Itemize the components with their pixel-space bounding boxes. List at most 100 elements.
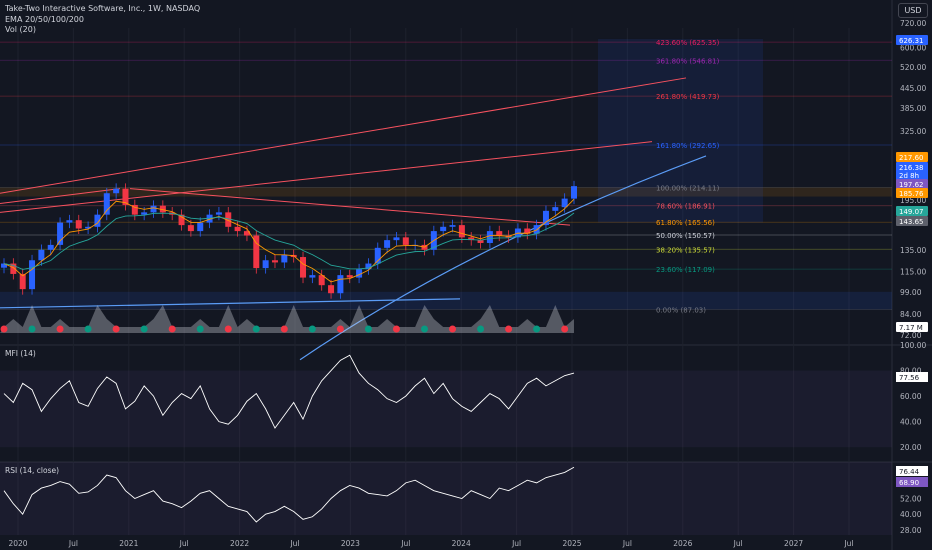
y-tick-label: 385.00 [900, 104, 926, 113]
earnings-marker [140, 325, 148, 333]
x-tick-label: Jul [400, 539, 410, 548]
candle [187, 225, 194, 232]
earnings-marker [0, 325, 8, 333]
y-tick-label: 115.00 [900, 268, 926, 277]
candle [477, 240, 484, 243]
ema-legend[interactable]: EMA 20/50/100/200 [5, 15, 84, 24]
trendline-down [129, 188, 571, 226]
candle [449, 225, 456, 227]
price-label-bg [896, 170, 928, 180]
candle [215, 212, 222, 215]
candle [337, 275, 344, 294]
candle [38, 249, 45, 261]
y-tick-label: 20.00 [900, 443, 922, 452]
earnings-marker [84, 325, 92, 333]
rsi-ma-bg [896, 477, 928, 487]
y-tick-label: 445.00 [900, 84, 926, 93]
y-tick-label: 135.00 [900, 246, 926, 255]
x-tick-label: 2023 [341, 539, 360, 548]
x-tick-label: 2024 [452, 539, 471, 548]
candles [1, 180, 577, 299]
earnings-marker [196, 325, 204, 333]
candle [29, 260, 36, 290]
ema20-line [3, 198, 575, 283]
earnings-marker [561, 325, 569, 333]
earnings-marker [280, 325, 288, 333]
candle [19, 273, 26, 290]
y-tick-label: 60.00 [900, 392, 922, 401]
earnings-marker [252, 325, 260, 333]
earnings-marker [28, 325, 36, 333]
y-tick-label: 195.00 [900, 196, 926, 205]
candle [542, 210, 549, 226]
fib-label: 61.80% (165.56) [656, 219, 715, 227]
candle [113, 188, 120, 194]
earnings-marker [364, 325, 372, 333]
x-tick-label: Jul [733, 539, 743, 548]
candle [309, 275, 316, 278]
candle [458, 225, 465, 238]
price-label: 143.65 [899, 218, 924, 226]
currency-button[interactable]: USD [898, 3, 928, 18]
candle [57, 222, 64, 245]
x-tick-label: 2025 [562, 539, 581, 548]
candle [346, 275, 353, 278]
candle [524, 228, 531, 234]
price-label-bg [896, 152, 928, 162]
candle [66, 220, 73, 223]
x-tick-label: Jul [843, 539, 853, 548]
earnings-marker [112, 325, 120, 333]
earnings-marker [336, 325, 344, 333]
rsi-band [0, 462, 892, 535]
mfi-value: 77.56 [899, 374, 920, 382]
candle [365, 263, 372, 270]
mfi-legend: MFI (14) [5, 349, 36, 358]
candle [486, 231, 493, 243]
price-label: 216.38 [899, 164, 924, 172]
fib-label: 100.00% (214.11) [656, 184, 720, 192]
price-label: 185.76 [899, 190, 924, 198]
chart-title: Take-Two Interactive Software, Inc., 1W,… [5, 4, 201, 13]
x-tick-label: 2026 [673, 539, 692, 548]
x-tick-label: Jul [511, 539, 521, 548]
candle [552, 207, 559, 211]
y-tick-label: 40.00 [900, 418, 922, 427]
candle [150, 205, 157, 213]
candle [328, 285, 335, 294]
rsi-value: 76.44 [899, 468, 920, 476]
y-tick-label: 80.00 [900, 367, 922, 376]
earnings-marker [392, 325, 400, 333]
price-label-bg [896, 206, 928, 216]
earnings-marker [224, 325, 232, 333]
candle [225, 212, 232, 227]
candle [85, 226, 92, 229]
candle [300, 257, 307, 278]
x-tick-label: Jul [289, 539, 299, 548]
candle [94, 214, 101, 227]
target-zone [598, 38, 763, 223]
candle [243, 231, 250, 236]
candle [10, 263, 17, 274]
price-label-bg [896, 188, 928, 198]
fib-label: 23.60% (117.09) [656, 266, 715, 274]
candle [374, 247, 381, 264]
candle [178, 214, 185, 226]
resistance-zone [0, 187, 892, 197]
price-label: 7.17 M [899, 324, 923, 332]
volume-shape [0, 305, 574, 333]
y-tick-label: 40.00 [900, 510, 922, 519]
candle [318, 275, 325, 286]
price-label: 149.07 [899, 208, 924, 216]
earnings-marker [308, 325, 316, 333]
y-tick-label: 100.00 [900, 341, 926, 350]
rsi-ma-value: 68.90 [899, 479, 919, 487]
candle [281, 254, 288, 263]
fib-label: 161.80% (292.65) [656, 142, 720, 150]
mfi-band [0, 370, 892, 448]
y-tick-label: 28.00 [900, 526, 922, 535]
candle [253, 235, 260, 269]
y-tick-label: 72.00 [900, 331, 922, 340]
candle [234, 226, 241, 232]
volume-legend[interactable]: Vol (20) [5, 25, 36, 34]
